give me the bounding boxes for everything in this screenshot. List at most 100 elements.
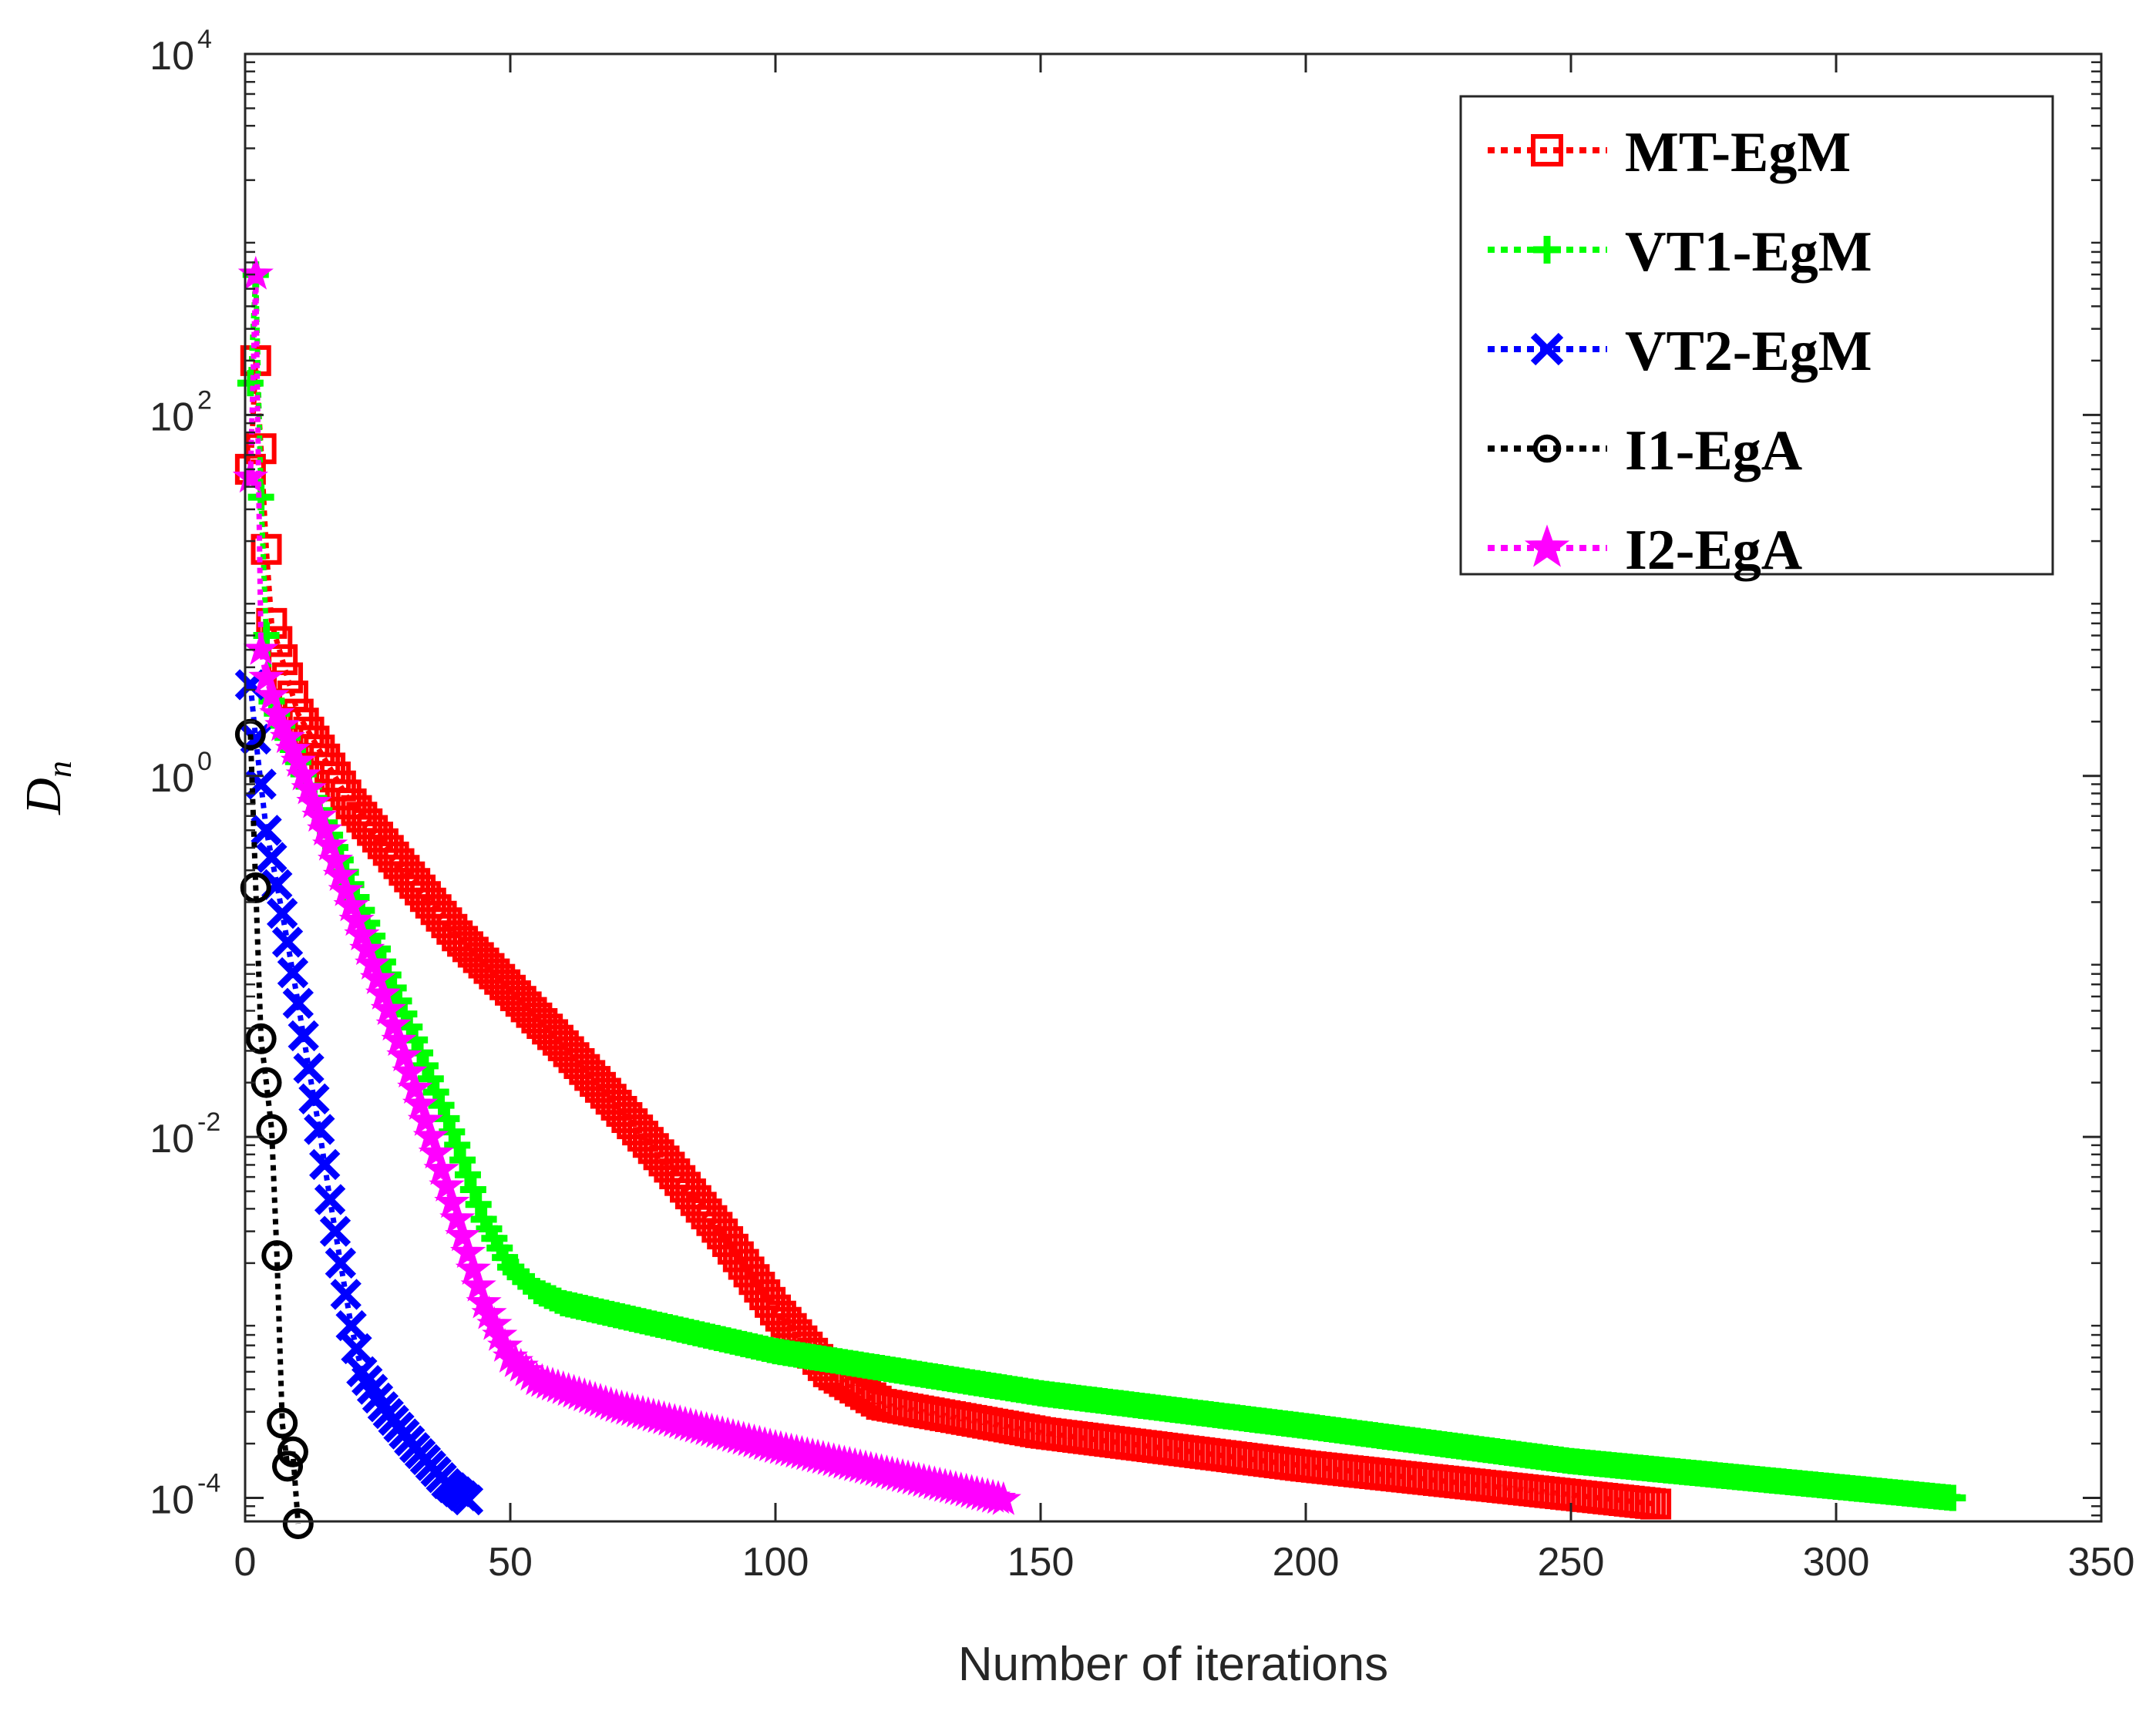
marker-plus bbox=[1939, 1484, 1966, 1511]
marker-star bbox=[402, 1085, 439, 1120]
marker-star bbox=[397, 1070, 433, 1104]
x-tick-label: 200 bbox=[1273, 1540, 1340, 1585]
marker-x bbox=[319, 1215, 351, 1247]
marker-square bbox=[298, 725, 330, 757]
marker-star bbox=[386, 1037, 422, 1072]
marker-x bbox=[251, 815, 282, 846]
y-tick-exponent: 2 bbox=[197, 385, 212, 415]
svg-text:Dn: Dn bbox=[15, 761, 79, 815]
legend-label: VT2-EgM bbox=[1625, 320, 1872, 383]
marker-star bbox=[285, 756, 321, 791]
marker-square bbox=[325, 770, 356, 802]
marker-star bbox=[333, 887, 369, 922]
y-axis-label-main: D bbox=[15, 778, 72, 815]
series-i2-ega bbox=[232, 255, 1021, 1515]
marker-plus bbox=[465, 1191, 492, 1218]
marker-star bbox=[381, 1022, 417, 1057]
marker-star bbox=[296, 784, 332, 819]
marker-star bbox=[301, 798, 338, 832]
marker-plus bbox=[1533, 236, 1561, 264]
marker-x bbox=[298, 1083, 330, 1114]
axes-layer bbox=[244, 52, 2103, 1523]
marker-star bbox=[445, 1217, 481, 1252]
marker-star bbox=[291, 770, 327, 805]
x-tick-label: 50 bbox=[488, 1540, 533, 1585]
x-tick-label: 350 bbox=[2068, 1540, 2135, 1585]
legend: MT-EgM VT1-EgM VT2-EgM I1-EgA I2-EgA bbox=[1459, 95, 2054, 582]
marker-star bbox=[355, 946, 391, 980]
marker-square bbox=[319, 761, 351, 793]
y-axis-label: Dn bbox=[15, 761, 79, 815]
marker-circle bbox=[267, 1407, 298, 1439]
y-tick-label: 10 bbox=[150, 1478, 194, 1523]
marker-x bbox=[282, 987, 314, 1019]
marker-star bbox=[439, 1200, 476, 1235]
legend-entry-vt2-egm: VT2-EgM bbox=[1488, 320, 1872, 383]
y-tick-exponent: -2 bbox=[197, 1108, 220, 1137]
marker-star bbox=[407, 1101, 443, 1136]
legend-entries: MT-EgM VT1-EgM VT2-EgM I1-EgA I2-EgA bbox=[1488, 121, 1872, 582]
marker-star bbox=[434, 1184, 470, 1219]
marker-star bbox=[370, 991, 406, 1025]
marker-square bbox=[314, 752, 346, 784]
marker-x bbox=[1530, 332, 1564, 366]
marker-plus bbox=[449, 1147, 476, 1174]
legend-entry-i2-ega: I2-EgA bbox=[1488, 519, 1802, 582]
legend-entry-vt1-egm: VT1-EgM bbox=[1488, 220, 1872, 284]
y-axis-label-subscript: n bbox=[41, 761, 79, 778]
marker-plus bbox=[422, 1078, 449, 1105]
y-tick-label: 10 bbox=[150, 1117, 194, 1161]
marker-circle bbox=[240, 872, 271, 903]
marker-circle bbox=[282, 1508, 314, 1539]
marker-square bbox=[1531, 134, 1563, 166]
marker-star bbox=[338, 902, 375, 936]
marker-x bbox=[325, 1247, 357, 1279]
legend-label: VT1-EgM bbox=[1625, 220, 1872, 284]
marker-star bbox=[317, 842, 354, 876]
marker-x bbox=[452, 1484, 484, 1516]
marker-circle bbox=[256, 1114, 288, 1145]
marker-circle bbox=[261, 1240, 293, 1272]
marker-star bbox=[359, 960, 396, 994]
marker-star bbox=[423, 1151, 459, 1185]
x-tick-label: 100 bbox=[742, 1540, 809, 1585]
marker-x bbox=[314, 1184, 346, 1215]
y-tick-label: 10 bbox=[150, 756, 194, 801]
marker-star bbox=[349, 931, 385, 966]
marker-plus bbox=[454, 1161, 481, 1188]
marker-star bbox=[1524, 524, 1570, 567]
marker-x bbox=[266, 897, 298, 929]
x-tick-label: 250 bbox=[1538, 1540, 1605, 1585]
marker-plus bbox=[417, 1065, 444, 1092]
marker-star bbox=[449, 1234, 486, 1269]
x-axis-label: Number of iterations bbox=[958, 1638, 1388, 1691]
marker-star bbox=[307, 811, 343, 845]
marker-x bbox=[288, 1020, 319, 1052]
marker-star bbox=[375, 1007, 412, 1041]
marker-square bbox=[1640, 1488, 1672, 1520]
legend-entry-i1-ega: I1-EgA bbox=[1488, 419, 1802, 482]
marker-x bbox=[277, 956, 309, 989]
marker-square bbox=[251, 533, 282, 565]
x-tick-labels: 0 50 100 150 200 250 300 350 bbox=[234, 1540, 2135, 1585]
marker-star bbox=[344, 916, 380, 951]
marker-star bbox=[232, 459, 268, 493]
marker-square bbox=[304, 734, 335, 766]
series-vt2-egm bbox=[234, 669, 484, 1516]
marker-plus bbox=[428, 1092, 455, 1119]
marker-star bbox=[455, 1250, 491, 1285]
marker-square bbox=[330, 779, 362, 811]
marker-star bbox=[322, 857, 358, 891]
y-tick-exponent: 4 bbox=[197, 25, 212, 54]
marker-star bbox=[243, 630, 279, 665]
series-line-i1-ega bbox=[247, 734, 301, 1524]
marker-star bbox=[328, 872, 364, 906]
y-tick-label: 10 bbox=[150, 34, 194, 79]
marker-star bbox=[248, 659, 284, 694]
marker-x bbox=[335, 1309, 367, 1342]
marker-x bbox=[271, 926, 304, 958]
marker-circle bbox=[272, 1450, 304, 1482]
marker-star bbox=[392, 1054, 428, 1088]
x-tick-label: 0 bbox=[234, 1540, 257, 1585]
